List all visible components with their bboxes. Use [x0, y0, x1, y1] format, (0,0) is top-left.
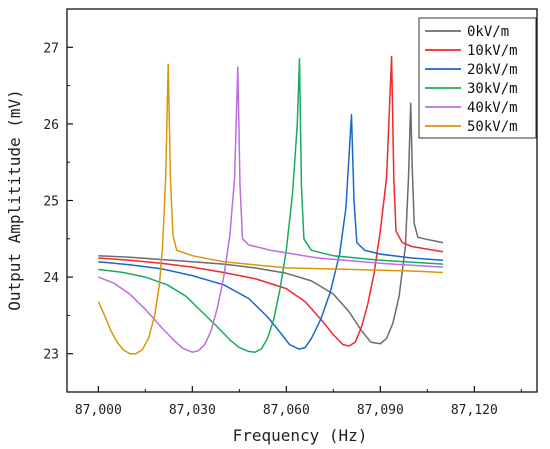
legend-label: 50kV/m — [467, 119, 518, 135]
x-tick-label: 87,120 — [451, 403, 498, 418]
legend-label: 40kV/m — [467, 100, 518, 116]
y-axis: 23 24 25 26 27 — [43, 8, 73, 393]
y-tick-label: 26 — [43, 118, 59, 133]
legend: 0kV/m 10kV/m 20kV/m 30kV/m 40kV/m 50kV/m — [418, 17, 537, 139]
x-tick-label: 87,060 — [263, 403, 310, 418]
series-line-0kv-m — [98, 102, 444, 345]
series-line-20kv-m — [98, 113, 444, 350]
series-line-30kv-m — [98, 58, 444, 353]
legend-label: 30kV/m — [467, 81, 518, 97]
legend-label: 10kV/m — [467, 43, 518, 59]
y-tick-label: 24 — [43, 271, 59, 286]
x-axis-label: Frequency (Hz) — [233, 426, 368, 445]
legend-label: 0kV/m — [467, 24, 509, 40]
legend-box — [418, 17, 537, 139]
series-line-50kv-m — [97, 63, 444, 355]
series-layer — [97, 55, 444, 355]
y-tick-label: 23 — [43, 348, 59, 363]
y-tick-label: 25 — [43, 195, 59, 210]
legend-label: 20kV/m — [467, 62, 518, 78]
x-tick-label: 87,090 — [357, 403, 404, 418]
series-line-10kv-m — [98, 55, 444, 347]
x-axis: 87,000 87,030 87,060 87,090 87,120 — [75, 386, 522, 418]
y-tick-label: 27 — [43, 41, 59, 56]
series-line-40kv-m — [98, 66, 444, 353]
x-tick-label: 87,030 — [169, 403, 216, 418]
x-tick-label: 87,000 — [75, 403, 122, 418]
y-axis-label: Output Amplititude (mV) — [5, 89, 24, 311]
